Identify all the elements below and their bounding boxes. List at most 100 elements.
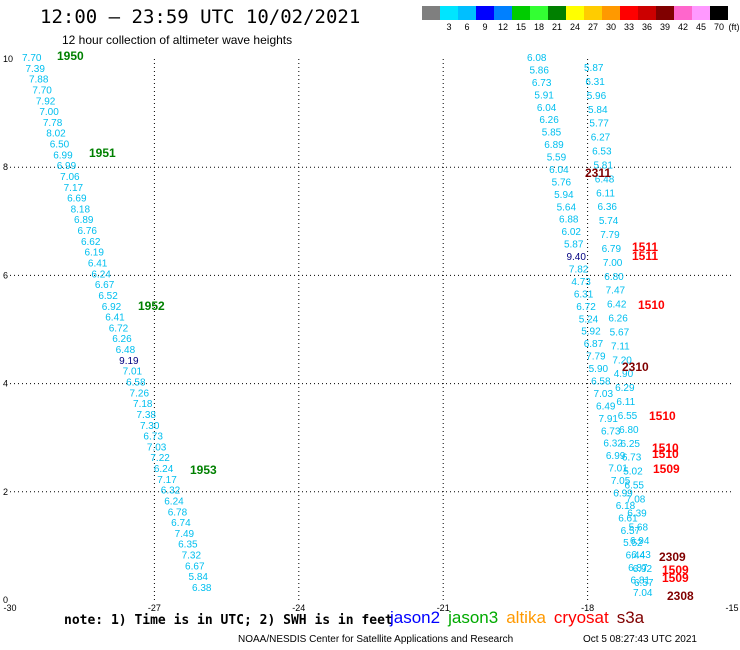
generated-timestamp: Oct 5 08:27:43 UTC 2021 [583,634,697,645]
swh-value-label: 5.81 [593,160,613,171]
swh-value-label: 6.55 [618,411,638,422]
swh-value-label: 5.77 [589,119,609,130]
legend-level-label: 6 [464,22,470,32]
legend-swatch [494,6,512,20]
swh-value-label: 6.50 [50,140,70,151]
map-title: 12:00 – 23:59 UTC 10/02/2021 [40,6,361,28]
swh-value-label: 6.49 [596,401,616,412]
swh-value-label: 5.86 [529,65,549,76]
pass-time-label: 1951 [89,146,116,160]
pass-time-label: 1511 [632,240,658,254]
swh-value-label: 6.24 [164,496,184,507]
swh-value-label: 6.26 [608,314,628,325]
swh-value-label: 6.32 [161,486,181,497]
swh-value-label: 6.92 [102,302,122,313]
swh-value-label: 6.74 [171,518,191,529]
swh-value-label: 7.01 [608,464,628,475]
swh-value-label: 6.41 [105,313,125,324]
swh-value-label: 4.90 [614,369,634,380]
swh-value-label: 6.48 [116,345,136,356]
x-tick-label: -18 [581,603,594,613]
swh-value-label: 6.99 [53,150,73,161]
swh-value-label: 6.35 [178,540,198,551]
legend-units-label: (ft) [728,22,740,32]
swh-value-label: 6.80 [604,272,624,283]
swh-value-label: 6.19 [84,248,104,259]
legend-level-label: 33 [623,22,634,32]
swh-value-label: 7.78 [43,118,63,129]
swh-value-label: 7.70 [32,85,52,96]
swh-value-label: 7.30 [140,421,160,432]
legend-level-label: 21 [551,22,562,32]
y-tick-label: 4 [3,379,8,389]
swh-value-label: 6.81 [631,576,651,587]
swh-value-label: 6.18 [616,501,636,512]
swh-value-label: 5.64 [557,202,577,213]
swh-value-label: 6.79 [602,244,622,255]
swh-value-label: 6.88 [559,215,579,226]
swh-value-label: 6.04 [549,165,569,176]
swh-value-label: 6.26 [539,115,559,126]
swh-value-label: 6.24 [91,269,111,280]
swh-value-label: 7.39 [25,64,45,75]
swh-value-label: 6.76 [78,226,98,237]
swh-value-label: 5.74 [599,216,619,227]
swh-value-label: 6.78 [168,507,188,518]
pass-time-label: 2311 [585,166,611,180]
swh-value-label: 7.26 [130,388,150,399]
legend-level-label: 27 [587,22,598,32]
satellite-name-s3a: s3a [616,608,645,627]
legend-swatch [512,6,530,20]
swh-value-label: 5.59 [547,153,567,164]
swh-value-label: 6.73 [143,432,163,443]
swh-value-label: 6.04 [537,103,557,114]
swh-value-label: 6.73 [532,78,552,89]
x-tick-label: -24 [292,603,305,613]
x-tick-label: -15 [725,603,738,613]
pass-time-label: 2308 [667,589,694,603]
legend-level-label: 3 [446,22,452,32]
legend-swatch [440,6,458,20]
swh-value-label: 6.24 [154,464,174,475]
x-tick-label: -27 [148,603,161,613]
legend-swatch [638,6,656,20]
pass-time-label: 1509 [662,571,689,585]
pass-time-label: 2309 [659,550,686,564]
legend-swatch [692,6,710,20]
satellite-name-jason2: jason2 [390,608,441,627]
legend-swatch [602,6,620,20]
legend-swatch [476,6,494,20]
pass-time-label: 2310 [622,360,649,374]
legend-swatch [422,6,440,20]
swh-value-label: 5.94 [554,190,574,201]
legend-swatch [584,6,602,20]
swh-value-label: 6.58 [591,376,611,387]
swh-value-label: 6.99 [613,488,633,499]
swh-value-label: 7.00 [603,258,623,269]
satellite-name-jason3: jason3 [448,608,499,627]
swh-value-label: 7.70 [22,53,42,64]
footnote: note: 1) Time is in UTC; 2) SWH is in fe… [64,613,393,628]
swh-value-label: 6.55 [625,481,645,492]
legend-swatch [674,6,692,20]
swh-value-label: 6.69 [67,194,87,205]
swh-value-label: 5.96 [587,91,607,102]
color-legend-labels: 3 6 9 12 15 18 21 24 27 30 33 36 39 42 45 70 (ft) [422,22,740,34]
swh-value-label: 6.62 [81,237,101,248]
swh-value-label: 7.04 [633,588,653,599]
swh-value-label: 7.91 [598,414,618,425]
legend-swatch [620,6,638,20]
satellite-name-cryosat: cryosat [553,608,609,627]
swh-value-label: 6.38 [192,583,212,594]
pass-time-label: 1510 [649,409,676,423]
swh-value-label: 6.42 [607,300,627,311]
swh-value-label: 7.22 [150,453,170,464]
swh-value-label: 6.27 [591,133,611,144]
swh-value-label: 6.29 [615,383,635,394]
swh-value-label: 6.52 [98,291,118,302]
legend-level-label: 24 [569,22,580,32]
legend-swatch [656,6,674,20]
swh-value-label: 7.20 [612,355,632,366]
swh-value-label: 4.73 [571,277,591,288]
swh-value-label: 5.84 [588,105,608,116]
